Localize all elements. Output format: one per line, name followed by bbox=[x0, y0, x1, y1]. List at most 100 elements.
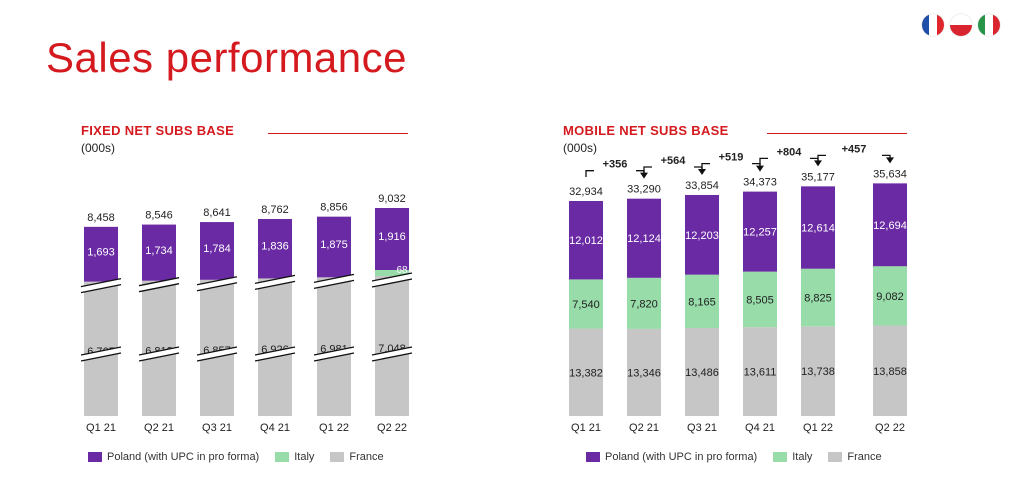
data-label-france: 13,738 bbox=[801, 366, 835, 378]
bar-segment-italy bbox=[569, 279, 603, 329]
axis-break-mark bbox=[254, 346, 296, 356]
data-label-poland: 1,784 bbox=[203, 243, 231, 255]
x-tick-label: Q3 21 bbox=[687, 422, 717, 434]
axis-break-mark bbox=[196, 276, 238, 286]
bar-segment-poland bbox=[84, 226, 118, 282]
axis-break-mark bbox=[371, 346, 413, 356]
data-label-total: 34,373 bbox=[743, 177, 777, 189]
data-label-poland: 12,257 bbox=[743, 227, 777, 239]
bar-segment-poland bbox=[200, 222, 234, 280]
axis-break-mark bbox=[80, 283, 122, 294]
axis-break-mark-gap bbox=[371, 273, 413, 287]
mobile-chart-subtitle: (000s) bbox=[563, 141, 598, 155]
x-tick-label: Q1 22 bbox=[803, 422, 833, 434]
data-label-total: 8,641 bbox=[203, 207, 231, 219]
bar-segment-poland bbox=[569, 201, 603, 280]
data-label-total: 35,634 bbox=[873, 168, 907, 180]
data-label-france: 13,486 bbox=[685, 367, 719, 379]
fixed-chart-title: FIXED NET SUBS BASE bbox=[81, 123, 235, 138]
mobile-chart-title: MOBILE NET SUBS BASE bbox=[563, 123, 729, 138]
axis-break-mark-gap bbox=[138, 278, 180, 292]
data-label-total: 8,762 bbox=[261, 204, 289, 216]
data-label-poland: 1,734 bbox=[145, 245, 173, 257]
bar-segment-poland bbox=[258, 219, 292, 279]
increment-label: +804 bbox=[777, 146, 803, 158]
flag-poland-icon bbox=[950, 14, 972, 36]
data-label-total: 8,856 bbox=[320, 202, 348, 214]
data-label-france: 13,382 bbox=[569, 367, 603, 379]
data-label-france: 13,858 bbox=[873, 366, 907, 378]
bar-segment-france bbox=[569, 328, 603, 416]
data-label-france: 13,611 bbox=[744, 367, 777, 379]
legend-item-italy: Italy bbox=[275, 451, 314, 463]
x-tick-label: Q4 21 bbox=[745, 422, 775, 434]
bar-segment-poland bbox=[627, 198, 661, 278]
data-label-poland: 12,124 bbox=[627, 233, 661, 245]
bar-segment-france bbox=[873, 325, 907, 416]
data-label-poland: 12,694 bbox=[873, 220, 907, 232]
legend-item-france: France bbox=[330, 451, 384, 463]
axis-break-mark bbox=[313, 352, 355, 362]
increment-arrowhead bbox=[756, 165, 764, 172]
increment-label: +519 bbox=[719, 152, 744, 164]
x-tick-label: Q2 22 bbox=[875, 422, 905, 434]
axis-break-mark-gap bbox=[196, 347, 238, 361]
x-tick-label: Q2 21 bbox=[629, 422, 659, 434]
axis-break-mark bbox=[371, 352, 413, 362]
x-tick-label: Q1 21 bbox=[571, 422, 601, 434]
data-label-italy: 8,825 bbox=[804, 293, 832, 305]
data-label-italy: 68 bbox=[396, 265, 408, 276]
axis-break-mark bbox=[80, 352, 122, 362]
axis-break-mark bbox=[254, 352, 296, 362]
bar-segment-france bbox=[801, 326, 835, 416]
country-flags bbox=[922, 14, 1000, 36]
mobile-title-rule bbox=[767, 133, 907, 134]
bar-segment-france bbox=[743, 327, 777, 416]
legend-item-poland: Poland (with UPC in pro forma) bbox=[586, 451, 757, 463]
axis-break-mark bbox=[196, 346, 238, 356]
axis-break-mark bbox=[371, 278, 413, 288]
axis-break-mark bbox=[254, 274, 296, 285]
x-tick-label: Q1 22 bbox=[319, 422, 349, 434]
increment-arrowhead bbox=[886, 157, 894, 164]
x-tick-label: Q1 21 bbox=[86, 422, 116, 434]
data-label-poland: 1,875 bbox=[320, 239, 348, 251]
legend-item-france: France bbox=[828, 451, 882, 463]
axis-break-mark bbox=[313, 346, 355, 356]
axis-break-mark bbox=[254, 280, 296, 291]
data-label-total: 33,290 bbox=[627, 184, 661, 196]
data-label-poland: 12,012 bbox=[569, 235, 603, 247]
bar-segment-italy bbox=[627, 277, 661, 329]
data-label-italy: 9,082 bbox=[876, 291, 904, 303]
bar-segment-france bbox=[317, 277, 351, 416]
increment-label: +356 bbox=[603, 159, 628, 171]
axis-break-mark bbox=[138, 277, 180, 287]
axis-break-mark bbox=[313, 273, 355, 283]
axis-break-mark-gap bbox=[254, 275, 296, 289]
page-title: Sales performance bbox=[46, 34, 408, 81]
data-label-total: 33,854 bbox=[685, 180, 719, 192]
increment-bracket bbox=[817, 154, 826, 163]
data-label-italy: 8,165 bbox=[688, 296, 716, 308]
bar-segment-italy bbox=[685, 274, 719, 328]
mobile-legend: Poland (with UPC in pro forma) Italy Fra… bbox=[586, 451, 898, 463]
flag-france-icon bbox=[922, 14, 944, 36]
bar-segment-italy bbox=[873, 266, 907, 326]
bar-segment-poland bbox=[317, 216, 351, 278]
legend-item-italy: Italy bbox=[773, 451, 812, 463]
axis-break-mark bbox=[196, 352, 238, 362]
bar-segment-poland bbox=[142, 224, 176, 281]
data-label-italy: 7,540 bbox=[572, 299, 600, 311]
increment-bracket bbox=[701, 162, 710, 171]
data-label-france: 13,346 bbox=[627, 367, 661, 379]
data-label-italy: 7,820 bbox=[630, 298, 658, 310]
bar-segment-italy bbox=[375, 270, 409, 276]
bar-segment-poland bbox=[375, 208, 409, 270]
data-label-total: 35,177 bbox=[801, 171, 835, 183]
axis-break-mark bbox=[80, 277, 122, 288]
data-label-poland: 1,693 bbox=[87, 246, 115, 258]
bar-segment-poland bbox=[873, 183, 907, 267]
increment-arrowhead bbox=[814, 160, 822, 167]
data-label-poland: 1,916 bbox=[378, 231, 406, 243]
